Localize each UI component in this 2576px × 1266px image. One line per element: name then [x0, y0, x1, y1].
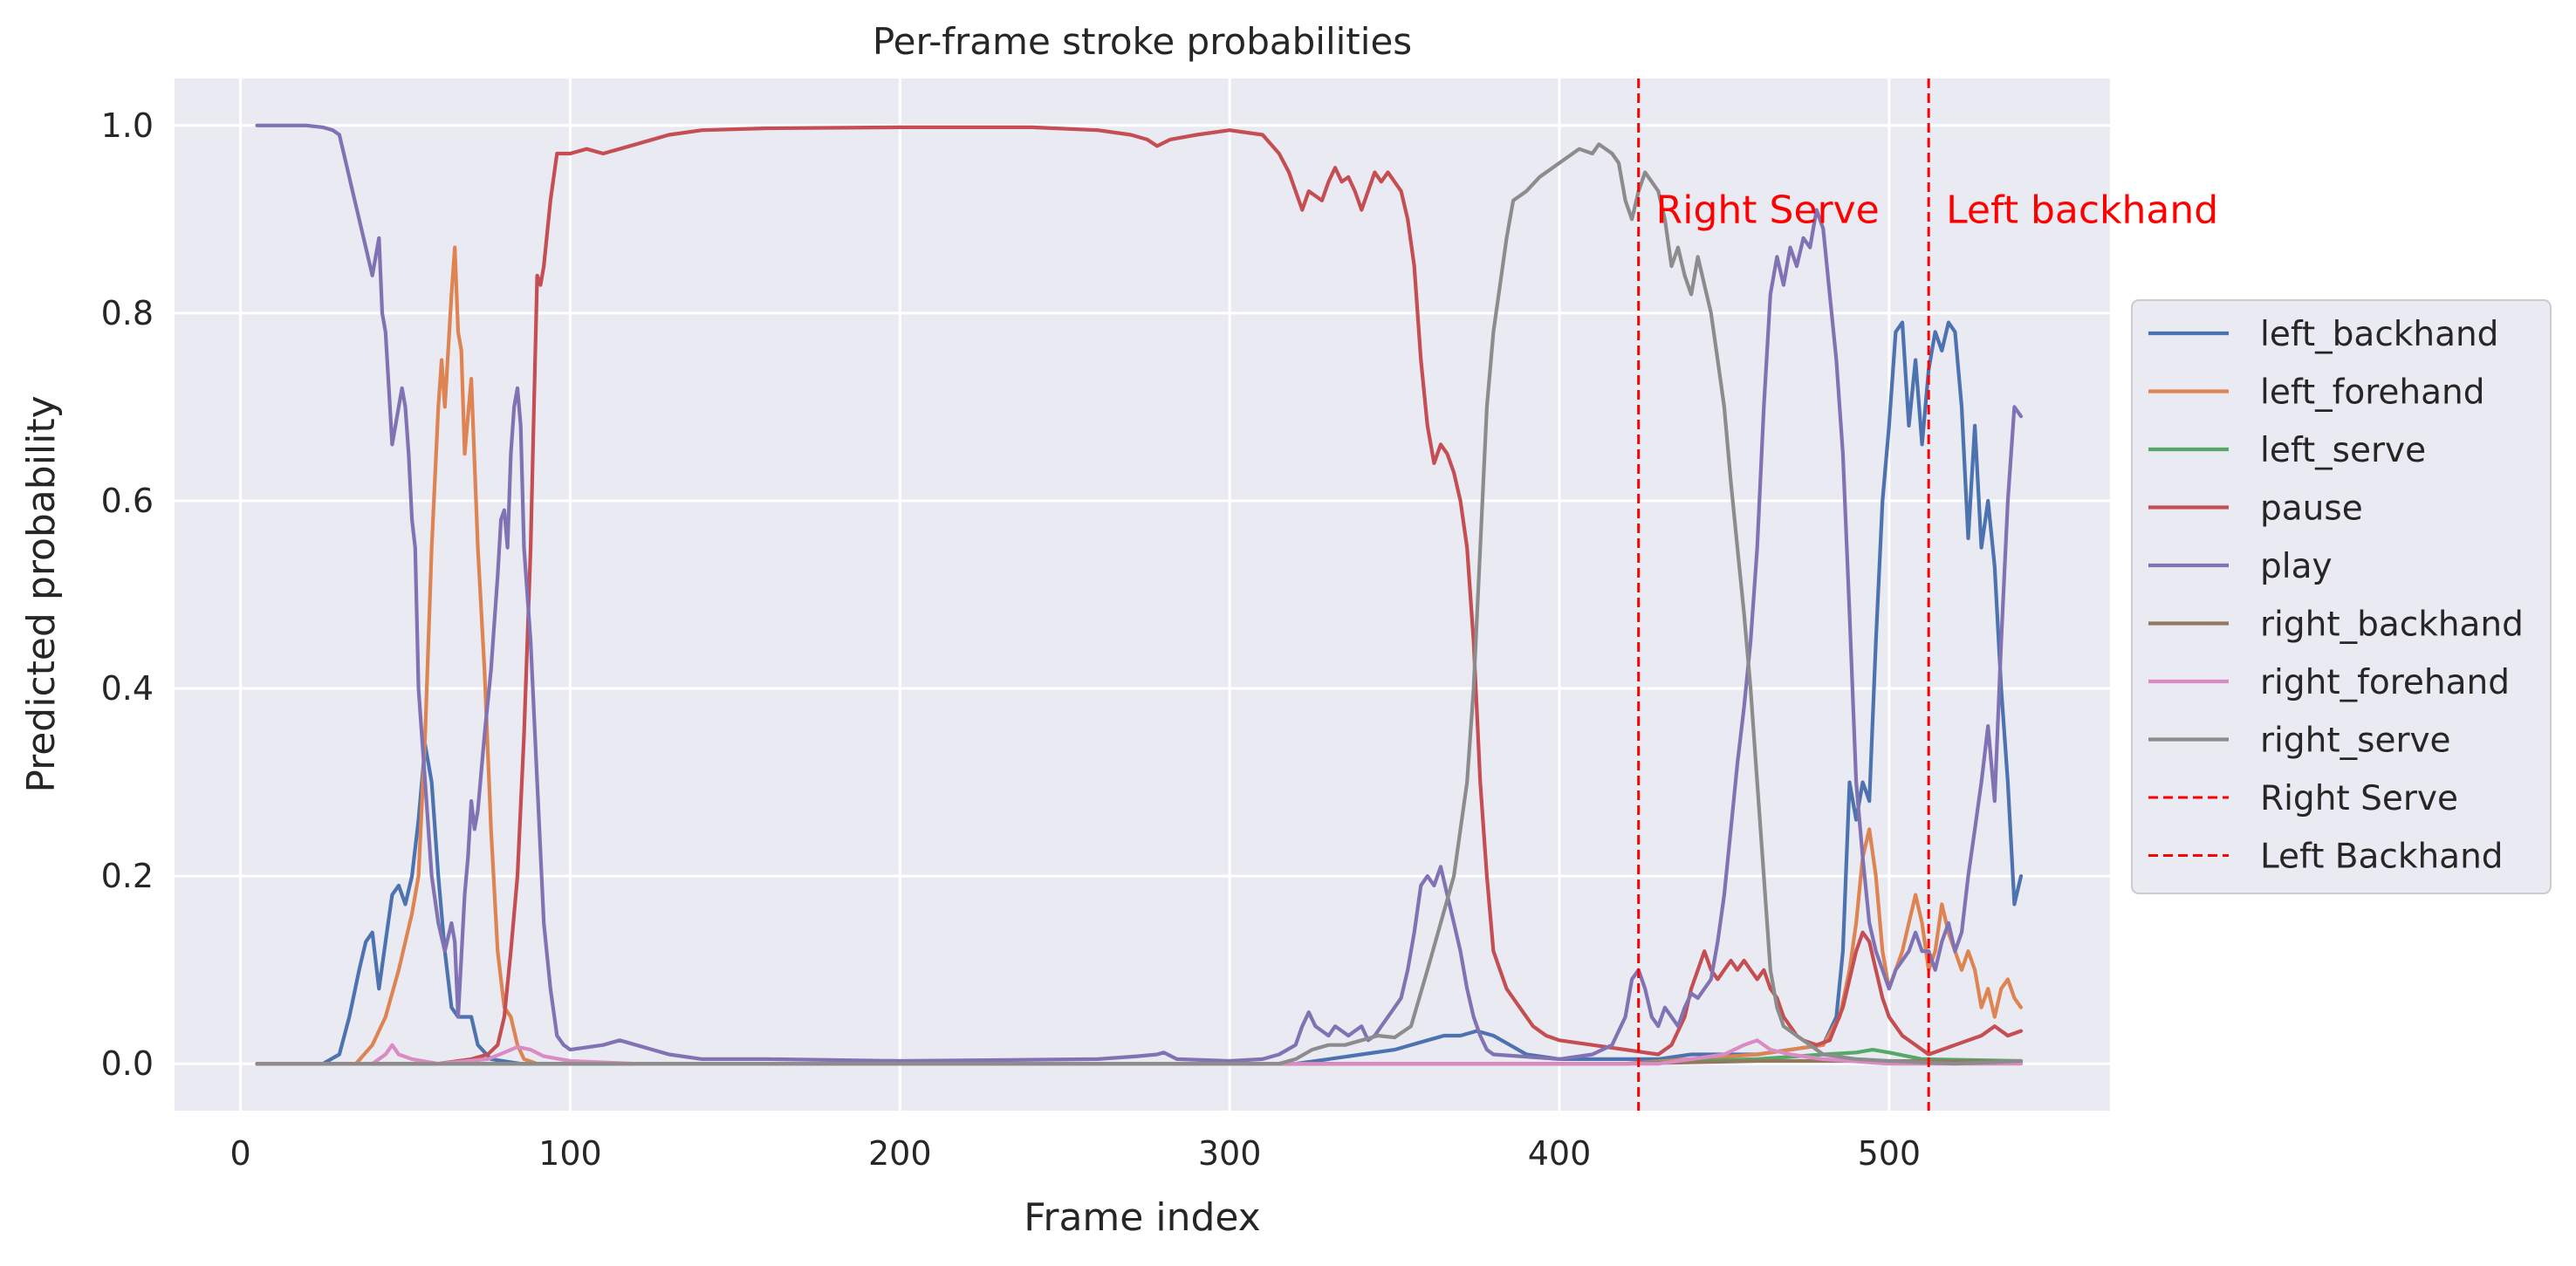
event-marker-label: Left backhand: [1946, 188, 2218, 233]
x-tick-label: 200: [868, 1134, 932, 1173]
series-line-left_backhand: [255, 320, 2024, 1066]
y-tick-labels: 0.0 0.2 0.4 0.6 0.8 1.0: [101, 106, 154, 1083]
legend-label: Right Serve: [2260, 779, 2458, 818]
legend-label: left_forehand: [2260, 373, 2485, 413]
x-tick-label: 300: [1198, 1134, 1262, 1173]
legend-label: pause: [2260, 489, 2363, 529]
legend: left_backhand left_forehand left_servepaus…: [2131, 299, 2552, 894]
chart-title: Per-frame stroke probabilities: [873, 20, 1412, 63]
legend-label: right_serve: [2260, 722, 2451, 761]
event-marker-label: Right Serve: [1656, 188, 1880, 233]
series-line-right_forehand: [255, 1038, 2024, 1066]
legend-label: right_forehand: [2260, 663, 2510, 702]
y-tick-label: 0.4: [101, 669, 154, 708]
legend-label: Left Backhand: [2260, 838, 2504, 877]
x-tick-label: 100: [538, 1134, 602, 1173]
y-tick-label: 0.8: [101, 294, 154, 332]
legend-label: right_backhand: [2260, 606, 2524, 645]
y-tick-label: 0.2: [101, 857, 154, 895]
x-tick-label: 0: [230, 1134, 250, 1173]
y-tick-label: 0.0: [101, 1044, 154, 1083]
y-tick-label: 1.0: [101, 106, 154, 145]
legend-label: play: [2260, 547, 2333, 586]
x-tick-label: 500: [1858, 1134, 1922, 1173]
legend-label: left_backhand: [2260, 315, 2498, 354]
y-tick-label: 0.6: [101, 482, 154, 520]
x-tick-labels: 0 100 200 300 400 500: [230, 1134, 1921, 1173]
legend-label: left_serve: [2260, 431, 2426, 470]
x-axis-label: Frame index: [1024, 1195, 1260, 1240]
series-lines: [255, 123, 2024, 1066]
x-tick-label: 400: [1528, 1134, 1592, 1173]
y-axis-label: Predicted probability: [19, 395, 64, 792]
event-markers: Right Serve Left backhand: [1637, 79, 2218, 1111]
series-line-right_serve: [255, 142, 2024, 1066]
plot-area: [175, 79, 2110, 1111]
legend-frame: [2131, 299, 2552, 894]
